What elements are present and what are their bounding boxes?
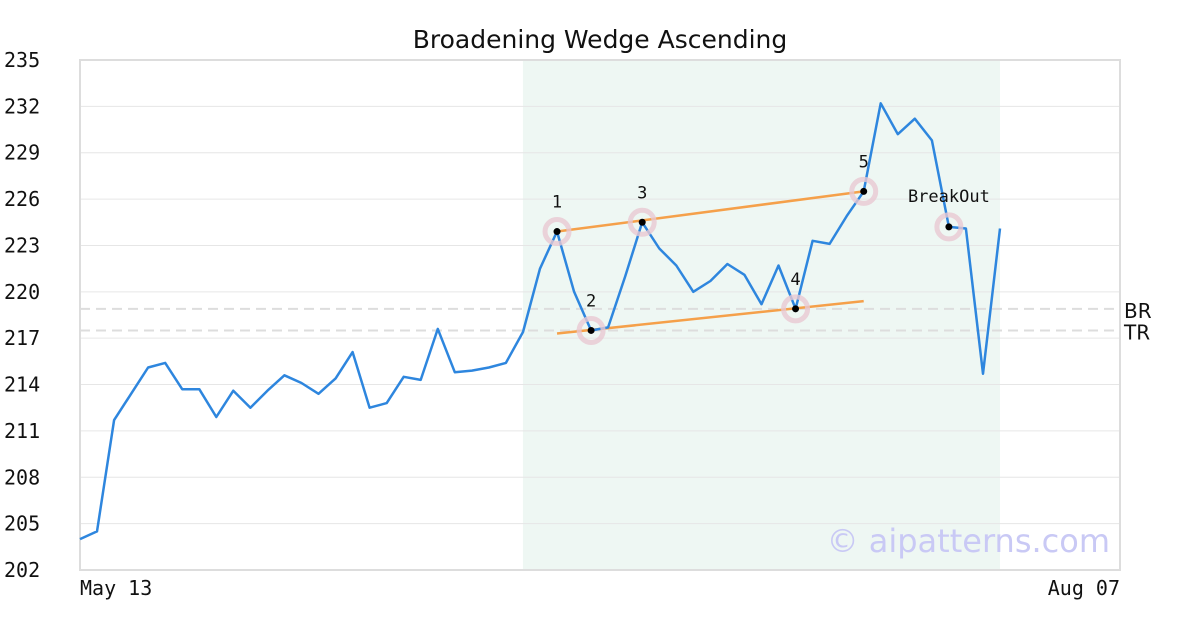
pattern-point-halo (934, 212, 964, 242)
pattern-region-shade (522, 60, 1000, 570)
chart-title: Broadening Wedge Ascending (413, 25, 788, 54)
x-tick-label: May 13 (80, 576, 152, 600)
pattern-point-marker (587, 326, 595, 334)
x-tick-label: Aug 07 (1048, 576, 1120, 600)
y-tick-label: 229 (4, 141, 40, 165)
y-tick-label: 217 (4, 326, 40, 350)
pattern-point-label: 2 (586, 291, 596, 311)
y-tick-label: 223 (4, 233, 40, 257)
y-tick-label: 235 (4, 48, 40, 72)
pattern-point-label: 5 (859, 152, 869, 172)
reference-label: TR (1123, 320, 1150, 344)
pattern-point-label: 1 (552, 193, 562, 213)
pattern-point-label: 3 (637, 183, 647, 203)
y-tick-label: 205 (4, 512, 40, 536)
pattern-point-label: BreakOut (908, 187, 990, 207)
pattern-point-halo (576, 315, 606, 345)
trendline-upper (556, 190, 864, 233)
pattern-point-marker (553, 228, 561, 236)
y-tick-label: 232 (4, 94, 40, 118)
pattern-point-marker (638, 218, 646, 226)
pattern-point-halo (542, 217, 572, 247)
y-tick-label: 202 (4, 558, 40, 582)
watermark: © aipatterns.com (827, 522, 1110, 560)
price-series-line (79, 102, 1002, 541)
pattern-point-marker (945, 223, 953, 231)
pattern-point-marker (792, 305, 800, 313)
y-tick-label: 220 (4, 280, 40, 304)
pattern-point-label: 4 (790, 270, 800, 290)
pattern-point-halo (781, 294, 811, 324)
y-tick-label: 208 (4, 465, 40, 489)
pattern-point-marker (860, 187, 868, 195)
y-tick-label: 226 (4, 187, 40, 211)
pattern-point-halo (849, 176, 879, 206)
plot-frame (79, 59, 1121, 571)
y-tick-label: 214 (4, 373, 40, 397)
y-tick-label: 211 (4, 419, 40, 443)
reference-label: BR (1124, 299, 1152, 323)
pattern-point-halo (627, 207, 657, 237)
